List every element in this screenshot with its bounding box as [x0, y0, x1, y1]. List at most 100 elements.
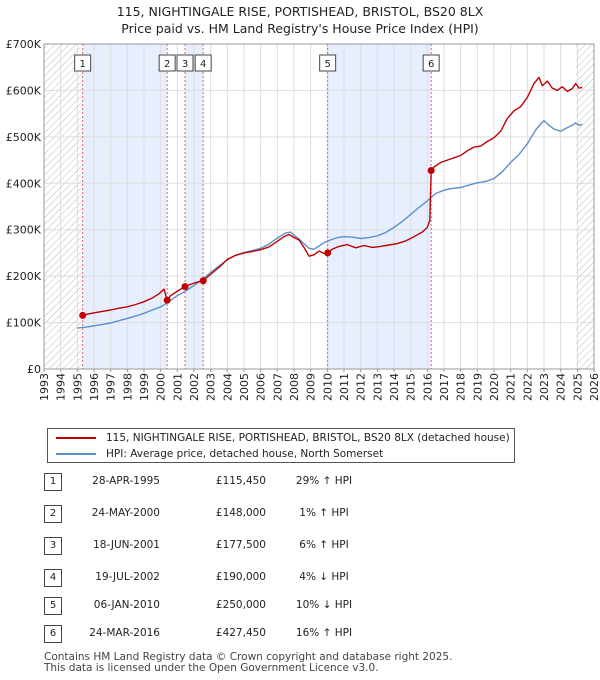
x-tick-label: 2009	[305, 373, 318, 401]
shaded-ownership-period	[327, 44, 432, 369]
y-tick-label: £500K	[6, 131, 42, 144]
legend-item-price: 115, NIGHTINGALE RISE, PORTISHEAD, BRIST…	[56, 430, 510, 446]
x-tick-label: 1995	[71, 373, 84, 401]
x-tick-label: 2016	[421, 373, 434, 401]
row-hpi: 1% ↑ HPI	[299, 507, 349, 519]
row-number-badge: 6	[44, 625, 62, 643]
row-date: 18-JUN-2001	[93, 539, 160, 551]
x-tick-label: 2014	[388, 373, 401, 401]
row-price: £177,500	[215, 539, 266, 551]
transaction-number-box	[319, 54, 337, 72]
table-row: 3 18-JUN-2001 £177,500 6% ↑ HPI	[0, 536, 600, 556]
y-tick-label: £300K	[6, 224, 42, 237]
transaction-number-label: 6	[428, 59, 434, 70]
row-hpi: 16% ↑ HPI	[295, 627, 353, 639]
row-number-badge: 4	[44, 569, 62, 587]
row-number-badge: 1	[44, 473, 62, 491]
transaction-point	[181, 283, 189, 291]
table-row: 5 06-JAN-2010 £250,000 10% ↓ HPI	[0, 596, 600, 616]
x-tick-label: 1993	[38, 373, 51, 401]
y-tick-label: £200K	[6, 270, 42, 283]
x-tick-label: 2025	[571, 373, 584, 401]
footer-line-2: This data is licensed under the Open Gov…	[44, 662, 379, 674]
price-chart: 1 2 3 4 5 6 £0 £100K £200K £300K £400K £500K £600K £…	[6, 38, 600, 401]
x-tick-label: 2005	[238, 373, 251, 401]
x-tick-label: 2007	[271, 373, 284, 401]
transaction-point	[79, 311, 87, 319]
row-price: £250,000	[215, 599, 266, 611]
transaction-number-label: 4	[200, 59, 206, 70]
table-row: 6 24-MAR-2016 £427,450 16% ↑ HPI	[0, 624, 600, 644]
row-price: £190,000	[215, 571, 266, 583]
transaction-point	[163, 296, 171, 304]
title-line-1: 115, NIGHTINGALE RISE, PORTISHEAD, BRIST…	[116, 4, 484, 19]
x-tick-label: 2021	[505, 373, 518, 401]
transaction-number-label: 2	[164, 59, 170, 70]
transaction-number-label: 3	[182, 59, 188, 70]
row-hpi: 6% ↑ HPI	[299, 539, 349, 551]
row-number-badge: 2	[44, 505, 62, 523]
chart-legend: 115, NIGHTINGALE RISE, PORTISHEAD, BRIST…	[47, 428, 515, 463]
hatched-no-data-region	[44, 44, 81, 369]
transaction-point	[427, 167, 435, 175]
legend-swatch-price	[56, 437, 96, 439]
shaded-ownership-period	[82, 44, 168, 369]
x-tick-label: 1994	[55, 373, 68, 401]
x-tick-label: 2012	[355, 373, 368, 401]
transaction-number-box	[74, 54, 92, 72]
x-tick-label: 2024	[555, 373, 568, 401]
x-tick-label: 2002	[188, 373, 201, 401]
footer-line-1: Contains HM Land Registry data © Crown c…	[44, 651, 453, 663]
legend-label-hpi: HPI: Average price, detached house, Nort…	[106, 448, 384, 460]
hpi-line	[77, 119, 583, 329]
transaction-number-box	[158, 54, 176, 72]
table-row: 2 24-MAY-2000 £148,000 1% ↑ HPI	[0, 504, 600, 524]
x-tick-label: 1997	[105, 373, 118, 401]
row-price: £148,000	[215, 507, 266, 519]
y-tick-label: £100K	[6, 317, 42, 330]
transaction-number-label: 1	[79, 59, 85, 70]
y-tick-label: £700K	[6, 38, 42, 51]
x-tick-label: 2006	[255, 373, 268, 401]
x-tick-label: 2018	[455, 373, 468, 401]
footer-notice: Contains HM Land Registry data © Crown c…	[44, 652, 452, 674]
x-tick-label: 2010	[321, 373, 334, 401]
x-tick-label: 2022	[521, 373, 534, 401]
x-tick-label: 1996	[88, 373, 101, 401]
plot-frame	[43, 43, 595, 370]
x-tick-label: 2003	[205, 373, 218, 401]
legend-label-price: 115, NIGHTINGALE RISE, PORTISHEAD, BRIST…	[106, 432, 510, 444]
transaction-number-box	[176, 54, 194, 72]
hatched-no-data-region	[576, 44, 594, 369]
transaction-number-box	[422, 54, 440, 72]
x-tick-label: 2013	[371, 373, 384, 401]
x-tick-label: 2011	[338, 373, 351, 401]
row-date: 24-MAY-2000	[91, 507, 160, 519]
row-date: 06-JAN-2010	[93, 599, 160, 611]
price-paid-line	[82, 76, 583, 317]
x-tick-label: 2026	[588, 373, 600, 401]
row-hpi: 29% ↑ HPI	[295, 475, 353, 487]
x-tick-label: 2019	[471, 373, 484, 401]
transaction-point	[199, 277, 207, 285]
x-tick-label: 2017	[438, 373, 451, 401]
row-number-badge: 3	[44, 537, 62, 555]
row-hpi: 4% ↓ HPI	[299, 571, 349, 583]
x-tick-label: 1999	[138, 373, 151, 401]
legend-item-hpi: HPI: Average price, detached house, Nort…	[56, 446, 383, 462]
chart-title: 115, NIGHTINGALE RISE, PORTISHEAD, BRIST…	[0, 3, 600, 37]
x-tick-label: 1998	[121, 373, 134, 401]
x-tick-label: 2004	[221, 373, 234, 401]
row-date: 19-JUL-2002	[95, 571, 160, 583]
legend-swatch-hpi	[56, 453, 96, 455]
table-row: 4 19-JUL-2002 £190,000 4% ↓ HPI	[0, 568, 600, 588]
row-price: £115,450	[215, 475, 266, 487]
row-date: 24-MAR-2016	[89, 627, 160, 639]
x-tick-label: 2001	[171, 373, 184, 401]
x-tick-label: 2000	[155, 373, 168, 401]
y-tick-label: £600K	[6, 84, 42, 97]
x-tick-label: 2020	[488, 373, 501, 401]
row-hpi: 10% ↓ HPI	[295, 599, 353, 611]
y-tick-label: £0	[27, 363, 41, 376]
title-line-2: Price paid vs. HM Land Registry's House …	[121, 21, 479, 36]
